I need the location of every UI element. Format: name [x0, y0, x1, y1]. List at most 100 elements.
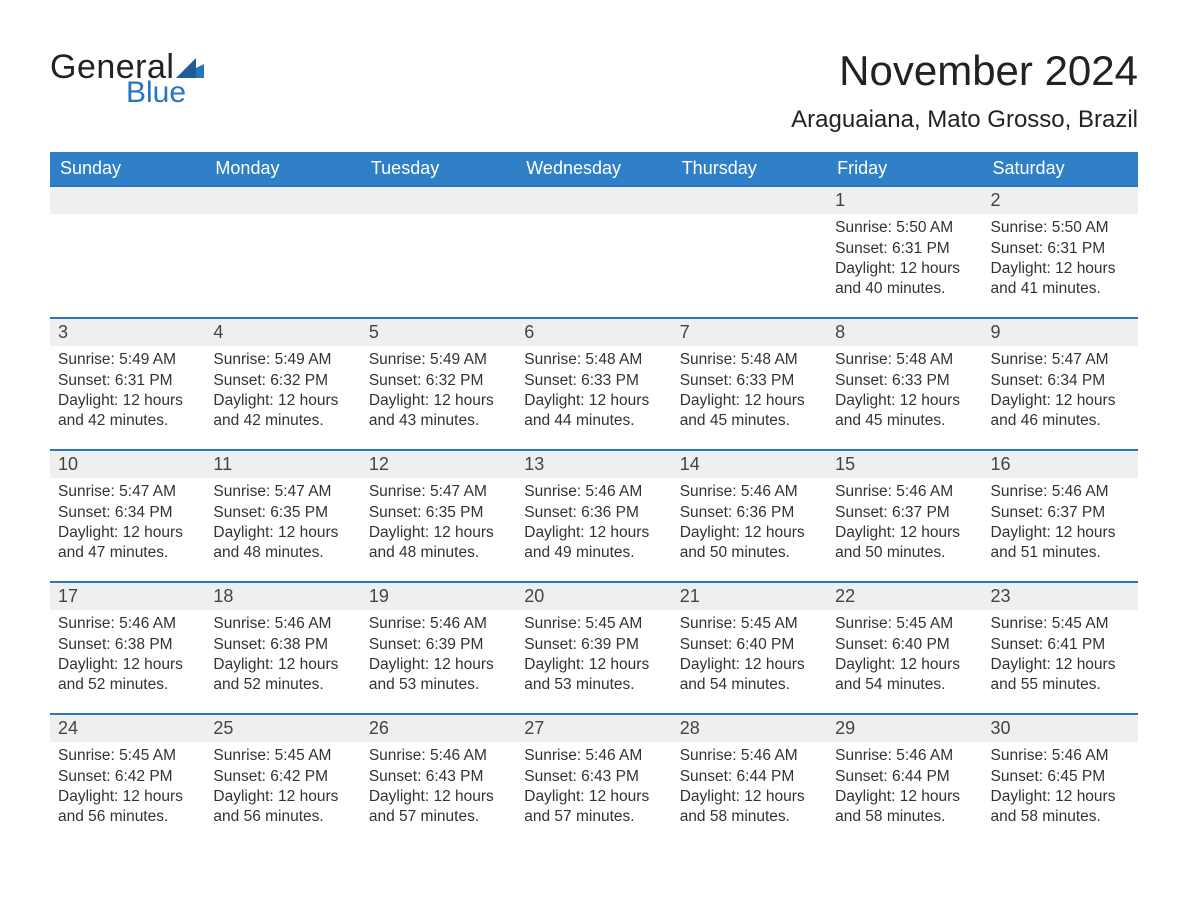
day-details: [50, 214, 205, 222]
day-details: Sunrise: 5:47 AMSunset: 6:35 PMDaylight:…: [205, 478, 360, 567]
flag-icon: [176, 58, 204, 78]
day-number: 23: [983, 583, 1138, 610]
day-number: 28: [672, 715, 827, 742]
day-number: [516, 187, 671, 214]
sunrise-line: Sunrise: 5:46 AM: [369, 746, 508, 766]
day-number: 26: [361, 715, 516, 742]
calendar-day-cell: [516, 186, 671, 318]
calendar-day-cell: [50, 186, 205, 318]
sunset-line: Sunset: 6:32 PM: [213, 371, 352, 391]
day-details: Sunrise: 5:45 AMSunset: 6:42 PMDaylight:…: [205, 742, 360, 831]
sunset-line: Sunset: 6:36 PM: [524, 503, 663, 523]
daylight-line: Daylight: 12 hours and 52 minutes.: [58, 655, 197, 695]
calendar-day-cell: 30Sunrise: 5:46 AMSunset: 6:45 PMDayligh…: [983, 714, 1138, 831]
sunset-line: Sunset: 6:40 PM: [835, 635, 974, 655]
calendar-day-cell: 21Sunrise: 5:45 AMSunset: 6:40 PMDayligh…: [672, 582, 827, 714]
page: General Blue November 2024 Araguaiana, M…: [0, 0, 1188, 871]
sunset-line: Sunset: 6:38 PM: [58, 635, 197, 655]
day-details: Sunrise: 5:50 AMSunset: 6:31 PMDaylight:…: [983, 214, 1138, 303]
sunset-line: Sunset: 6:35 PM: [213, 503, 352, 523]
weekday-header: Sunday: [50, 152, 205, 186]
sunset-line: Sunset: 6:33 PM: [680, 371, 819, 391]
sunrise-line: Sunrise: 5:48 AM: [835, 350, 974, 370]
daylight-line: Daylight: 12 hours and 43 minutes.: [369, 391, 508, 431]
sunset-line: Sunset: 6:31 PM: [991, 239, 1130, 259]
day-details: Sunrise: 5:50 AMSunset: 6:31 PMDaylight:…: [827, 214, 982, 303]
day-details: Sunrise: 5:46 AMSunset: 6:36 PMDaylight:…: [516, 478, 671, 567]
sunrise-line: Sunrise: 5:46 AM: [835, 482, 974, 502]
sunset-line: Sunset: 6:37 PM: [991, 503, 1130, 523]
calendar-day-cell: [361, 186, 516, 318]
day-details: Sunrise: 5:45 AMSunset: 6:41 PMDaylight:…: [983, 610, 1138, 699]
sunrise-line: Sunrise: 5:45 AM: [991, 614, 1130, 634]
day-details: Sunrise: 5:46 AMSunset: 6:38 PMDaylight:…: [50, 610, 205, 699]
day-details: Sunrise: 5:49 AMSunset: 6:32 PMDaylight:…: [205, 346, 360, 435]
daylight-line: Daylight: 12 hours and 52 minutes.: [213, 655, 352, 695]
daylight-line: Daylight: 12 hours and 58 minutes.: [835, 787, 974, 827]
calendar-day-cell: 14Sunrise: 5:46 AMSunset: 6:36 PMDayligh…: [672, 450, 827, 582]
sunrise-line: Sunrise: 5:45 AM: [524, 614, 663, 634]
sunset-line: Sunset: 6:34 PM: [991, 371, 1130, 391]
day-details: Sunrise: 5:45 AMSunset: 6:42 PMDaylight:…: [50, 742, 205, 831]
daylight-line: Daylight: 12 hours and 57 minutes.: [369, 787, 508, 827]
day-number: 6: [516, 319, 671, 346]
sunset-line: Sunset: 6:41 PM: [991, 635, 1130, 655]
calendar-week-row: 17Sunrise: 5:46 AMSunset: 6:38 PMDayligh…: [50, 582, 1138, 714]
sunrise-line: Sunrise: 5:46 AM: [213, 614, 352, 634]
calendar-week-row: 1Sunrise: 5:50 AMSunset: 6:31 PMDaylight…: [50, 186, 1138, 318]
daylight-line: Daylight: 12 hours and 48 minutes.: [369, 523, 508, 563]
day-number: 8: [827, 319, 982, 346]
sunrise-line: Sunrise: 5:49 AM: [213, 350, 352, 370]
logo-word-blue: Blue: [126, 78, 204, 108]
weekday-header: Friday: [827, 152, 982, 186]
day-number: 5: [361, 319, 516, 346]
day-details: Sunrise: 5:49 AMSunset: 6:32 PMDaylight:…: [361, 346, 516, 435]
calendar-day-cell: 26Sunrise: 5:46 AMSunset: 6:43 PMDayligh…: [361, 714, 516, 831]
daylight-line: Daylight: 12 hours and 46 minutes.: [991, 391, 1130, 431]
sunrise-line: Sunrise: 5:50 AM: [991, 218, 1130, 238]
day-details: Sunrise: 5:46 AMSunset: 6:44 PMDaylight:…: [827, 742, 982, 831]
day-details: Sunrise: 5:46 AMSunset: 6:44 PMDaylight:…: [672, 742, 827, 831]
sunrise-line: Sunrise: 5:45 AM: [58, 746, 197, 766]
calendar-day-cell: 18Sunrise: 5:46 AMSunset: 6:38 PMDayligh…: [205, 582, 360, 714]
weekday-header: Thursday: [672, 152, 827, 186]
day-number: 20: [516, 583, 671, 610]
day-details: Sunrise: 5:46 AMSunset: 6:36 PMDaylight:…: [672, 478, 827, 567]
calendar-day-cell: 13Sunrise: 5:46 AMSunset: 6:36 PMDayligh…: [516, 450, 671, 582]
day-number: 14: [672, 451, 827, 478]
day-number: 25: [205, 715, 360, 742]
calendar-day-cell: 10Sunrise: 5:47 AMSunset: 6:34 PMDayligh…: [50, 450, 205, 582]
daylight-line: Daylight: 12 hours and 48 minutes.: [213, 523, 352, 563]
daylight-line: Daylight: 12 hours and 45 minutes.: [680, 391, 819, 431]
daylight-line: Daylight: 12 hours and 54 minutes.: [680, 655, 819, 695]
daylight-line: Daylight: 12 hours and 47 minutes.: [58, 523, 197, 563]
day-details: [205, 214, 360, 222]
calendar-table: SundayMondayTuesdayWednesdayThursdayFrid…: [50, 152, 1138, 831]
day-details: [516, 214, 671, 222]
day-details: Sunrise: 5:47 AMSunset: 6:34 PMDaylight:…: [983, 346, 1138, 435]
day-number: 19: [361, 583, 516, 610]
sunset-line: Sunset: 6:44 PM: [680, 767, 819, 787]
weekday-header: Saturday: [983, 152, 1138, 186]
day-number: 18: [205, 583, 360, 610]
day-number: [205, 187, 360, 214]
day-details: Sunrise: 5:45 AMSunset: 6:40 PMDaylight:…: [672, 610, 827, 699]
day-number: 2: [983, 187, 1138, 214]
calendar-week-row: 24Sunrise: 5:45 AMSunset: 6:42 PMDayligh…: [50, 714, 1138, 831]
sunrise-line: Sunrise: 5:46 AM: [524, 746, 663, 766]
weekday-header: Wednesday: [516, 152, 671, 186]
sunset-line: Sunset: 6:42 PM: [213, 767, 352, 787]
calendar-day-cell: 20Sunrise: 5:45 AMSunset: 6:39 PMDayligh…: [516, 582, 671, 714]
titles: November 2024 Araguaiana, Mato Grosso, B…: [791, 50, 1138, 134]
sunrise-line: Sunrise: 5:46 AM: [835, 746, 974, 766]
sunset-line: Sunset: 6:31 PM: [835, 239, 974, 259]
sunset-line: Sunset: 6:44 PM: [835, 767, 974, 787]
sunrise-line: Sunrise: 5:46 AM: [680, 746, 819, 766]
daylight-line: Daylight: 12 hours and 45 minutes.: [835, 391, 974, 431]
day-number: 27: [516, 715, 671, 742]
day-details: Sunrise: 5:46 AMSunset: 6:39 PMDaylight:…: [361, 610, 516, 699]
daylight-line: Daylight: 12 hours and 50 minutes.: [835, 523, 974, 563]
daylight-line: Daylight: 12 hours and 42 minutes.: [58, 391, 197, 431]
location-subtitle: Araguaiana, Mato Grosso, Brazil: [791, 106, 1138, 134]
calendar-day-cell: 28Sunrise: 5:46 AMSunset: 6:44 PMDayligh…: [672, 714, 827, 831]
